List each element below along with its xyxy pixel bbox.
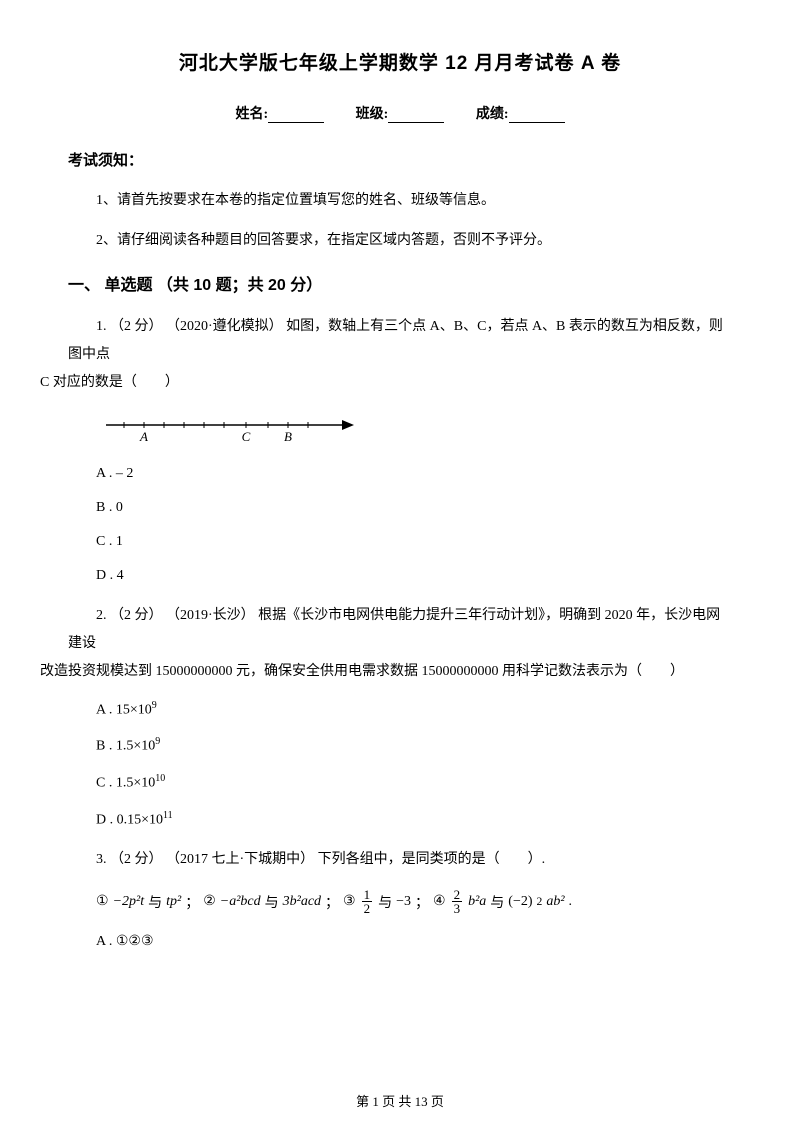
- q1-stem: 1. （2 分） （2020·遵化模拟） 如图，数轴上有三个点 A、B、C，若点…: [68, 313, 732, 397]
- q2b-pre: B .: [96, 739, 116, 754]
- q2-opt-c: C . 1.5×1010: [96, 773, 732, 792]
- q2c-base: 1.5×10: [116, 776, 155, 791]
- page-title: 河北大学版七年级上学期数学 12 月月考试卷 A 卷: [68, 48, 732, 75]
- name-label: 姓名:: [235, 107, 268, 122]
- q3-e4b-exp: 2: [537, 895, 543, 908]
- q3-yu3: 与: [378, 892, 392, 912]
- q1-opt-a: A . – 2: [96, 466, 732, 482]
- q3-period: .: [569, 894, 573, 910]
- svg-text:C: C: [242, 429, 251, 444]
- q2b-base: 1.5×10: [116, 739, 155, 754]
- q3-circ4: ④: [433, 893, 446, 910]
- q3-f4n: 2: [452, 888, 463, 902]
- q3-yu4: 与: [490, 892, 504, 912]
- q3-expressions: ① −2p²t 与 tp² ； ② −a²bcd 与 3b²acd ； ③ 12…: [96, 888, 732, 915]
- q3-frac3: 12: [362, 888, 373, 915]
- q3-f4d: 3: [452, 902, 463, 915]
- q3-opt-a: A . ①②③: [96, 933, 732, 950]
- q3-sep2: ；: [325, 892, 339, 912]
- q2d-base: 0.15×10: [117, 812, 163, 827]
- q3-f3d: 2: [362, 902, 373, 915]
- q2a-exp: 9: [152, 700, 157, 711]
- q3-yu1: 与: [148, 892, 162, 912]
- q3-e2b: 3b²acd: [283, 894, 321, 910]
- q3-e4b-pre: (−2): [508, 894, 532, 910]
- q3-stem: 3. （2 分） （2017 七上·下城期中） 下列各组中，是同类项的是（ ）.: [68, 846, 732, 874]
- name-blank: [268, 109, 324, 123]
- q3-sep3: ；: [415, 892, 429, 912]
- section-1-head: 一、 单选题 （共 10 题；共 20 分）: [68, 271, 732, 295]
- score-label: 成绩:: [476, 107, 509, 122]
- score-blank: [509, 109, 565, 123]
- notice-head: 考试须知：: [68, 149, 732, 170]
- q2a-pre: A .: [96, 702, 116, 717]
- q3-circ2: ②: [203, 893, 216, 910]
- numberline-svg: ACB: [96, 411, 356, 445]
- q2c-pre: C .: [96, 776, 116, 791]
- q3-e4a-tail: b²a: [468, 894, 486, 910]
- q1-opt-b: B . 0: [96, 500, 732, 516]
- q3-yu2: 与: [265, 892, 279, 912]
- q3-e1b: tp²: [166, 894, 181, 910]
- notice-item-2: 2、请仔细阅读各种题目的回答要求，在指定区域内答题，否则不予评分。: [96, 230, 732, 252]
- q2-stem-a: 2. （2 分） （2019·长沙） 根据《长沙市电网供电能力提升三年行动计划》…: [68, 608, 720, 651]
- q2d-exp: 11: [163, 810, 173, 821]
- q3-circ3: ③: [343, 893, 356, 910]
- q1-opt-c: C . 1: [96, 534, 732, 550]
- q3-e3b: −3: [396, 894, 411, 910]
- info-line: 姓名: 班级: 成绩:: [68, 103, 732, 123]
- page-footer: 第 1 页 共 13 页: [0, 1091, 800, 1110]
- q1-stem-a: 1. （2 分） （2020·遵化模拟） 如图，数轴上有三个点 A、B、C，若点…: [68, 319, 723, 362]
- class-blank: [388, 109, 444, 123]
- q2-opt-a: A . 15×109: [96, 700, 732, 719]
- q2-opt-d: D . 0.15×1011: [96, 810, 732, 829]
- notice-item-1: 1、请首先按要求在本卷的指定位置填写您的姓名、班级等信息。: [96, 190, 732, 212]
- q2-stem-b: 改造投资规模达到 15000000000 元，确保安全供用电需求数据 15000…: [40, 664, 684, 679]
- q3-sep1: ；: [185, 892, 199, 912]
- q2c-exp: 10: [155, 773, 165, 784]
- class-label: 班级:: [356, 107, 389, 122]
- svg-text:A: A: [139, 429, 148, 444]
- q1-numberline: ACB: [96, 411, 732, 450]
- q2d-pre: D .: [96, 812, 117, 827]
- q3-frac4: 23: [452, 888, 463, 915]
- q3-circ1: ①: [96, 893, 109, 910]
- q2b-exp: 9: [155, 736, 160, 747]
- svg-text:B: B: [284, 429, 292, 444]
- q2-stem: 2. （2 分） （2019·长沙） 根据《长沙市电网供电能力提升三年行动计划》…: [68, 602, 732, 686]
- q3-f3n: 1: [362, 888, 373, 902]
- q1-stem-b: C 对应的数是（ ）: [40, 375, 179, 390]
- q1-opt-d: D . 4: [96, 568, 732, 584]
- q3-e1a: −2p²t: [113, 894, 145, 910]
- q3-e2a: −a²bcd: [220, 894, 261, 910]
- q2a-base: 15×10: [116, 702, 152, 717]
- q3-e4b-tail: ab²: [546, 894, 564, 910]
- q2-opt-b: B . 1.5×109: [96, 736, 732, 755]
